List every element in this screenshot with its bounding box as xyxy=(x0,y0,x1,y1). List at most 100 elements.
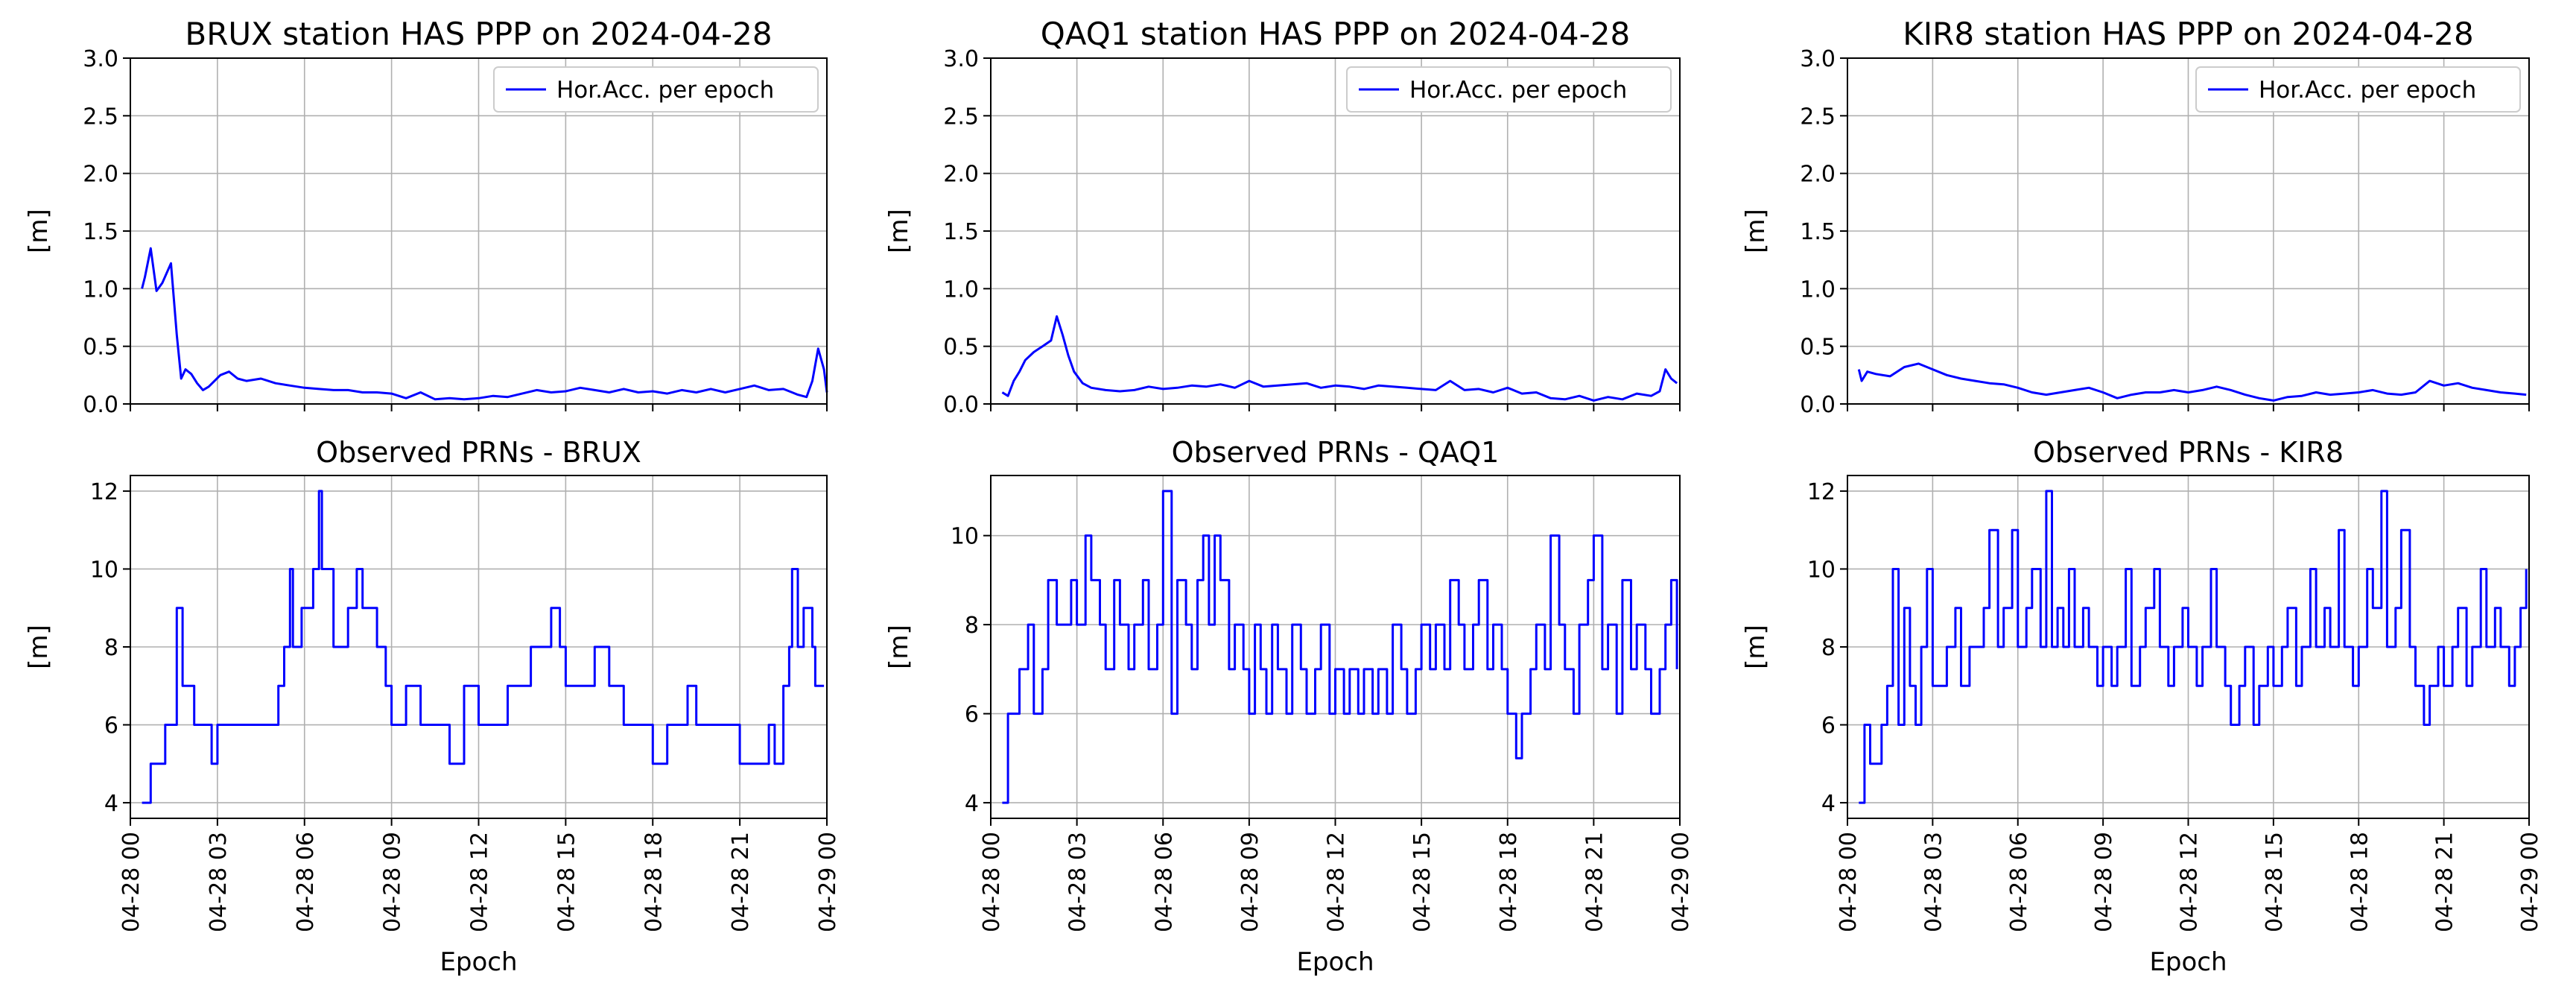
y-tick-label: 4 xyxy=(1821,791,1836,817)
y-tick-label: 8 xyxy=(965,613,979,639)
y-tick-label: 2.5 xyxy=(943,104,979,130)
x-tick-label: 04-28 18 xyxy=(2347,832,2373,932)
x-tick-label: 04-28 09 xyxy=(1237,832,1263,932)
chart-title: Observed PRNs - BRUX xyxy=(316,436,641,469)
x-axis-label: Epoch xyxy=(1296,947,1374,977)
x-tick-label: 04-28 00 xyxy=(118,832,145,932)
y-tick-label: 10 xyxy=(1807,557,1836,583)
y-tick-label: 6 xyxy=(104,713,118,739)
x-tick-label: 04-29 00 xyxy=(2517,832,2543,932)
y-tick-label: 2.5 xyxy=(1800,104,1836,130)
x-tick-label: 04-28 12 xyxy=(2177,832,2203,932)
y-tick-label: 3.0 xyxy=(943,46,979,72)
series-line-qaq1-accuracy xyxy=(1001,315,1678,402)
x-tick-label: 04-28 03 xyxy=(1065,832,1091,932)
legend: Hor.Acc. per epoch xyxy=(1346,66,1672,113)
y-tick-label: 12 xyxy=(90,479,118,505)
panel-brux-accuracy: 0.0 0.5 1.0 1.5 2.0 2.5 3.0 BRUX station HAS PP… xyxy=(24,16,828,418)
axes-frame xyxy=(1847,475,2530,819)
x-tick-label: 04-28 00 xyxy=(1836,832,1862,932)
y-tick-label: 1.0 xyxy=(943,277,979,303)
x-tick-label: 04-28 15 xyxy=(553,832,580,932)
axes-frame xyxy=(1847,57,2530,405)
panel-qaq1-accuracy: 0.0 0.5 1.0 1.5 2.0 2.5 3.0 QAQ1 station HAS PP… xyxy=(884,16,1681,418)
x-tick-label: 04-28 06 xyxy=(293,832,319,932)
y-tick-label: 1.5 xyxy=(83,219,118,245)
y-tick-label: 12 xyxy=(1807,479,1836,505)
y-tick-label: 0.5 xyxy=(943,335,979,361)
x-tick-label: 04-28 00 xyxy=(979,832,1005,932)
x-axis-label: Epoch xyxy=(440,947,517,977)
y-tick-label: 8 xyxy=(1821,635,1836,661)
panel-kir8-accuracy: 0.0 0.5 1.0 1.5 2.0 2.5 3.0 KIR8 station HAS PP… xyxy=(1741,16,2530,418)
legend: Hor.Acc. per epoch xyxy=(493,66,819,113)
y-tick-label: 0.0 xyxy=(1800,392,1836,418)
panel-qaq1-prns: 4 6 8 10 Observed PRNs - QAQ1 [m] 04-28 00 04-2… xyxy=(884,436,1694,977)
chart-title: Observed PRNs - KIR8 xyxy=(2033,436,2344,469)
series-line-brux-accuracy xyxy=(141,247,828,401)
y-tick-label: 0.5 xyxy=(1800,335,1836,361)
y-tick-label: 10 xyxy=(951,524,979,550)
axes-frame xyxy=(990,475,1681,819)
y-tick-label: 0.0 xyxy=(83,392,118,418)
y-tick-label: 2.0 xyxy=(943,162,979,188)
x-tick-label: 04-28 06 xyxy=(2006,832,2032,932)
y-axis-label: [m] xyxy=(1741,625,1771,669)
y-tick-label: 4 xyxy=(104,791,118,817)
legend-box xyxy=(2195,66,2521,113)
chart-title: KIR8 station HAS PPP on 2024-04-28 xyxy=(1903,16,2473,52)
x-tick-label: 04-29 00 xyxy=(1668,832,1694,932)
x-tick-label: 04-28 06 xyxy=(1151,832,1177,932)
x-tick-label: 04-28 21 xyxy=(1582,832,1608,932)
panel-kir8-prns: 4 6 8 10 12 Observed PRNs - KIR8 [m] 04-28 00 04… xyxy=(1741,436,2543,977)
y-tick-label: 10 xyxy=(90,557,118,583)
y-tick-label: 3.0 xyxy=(83,46,118,72)
y-tick-label: 2.0 xyxy=(83,162,118,188)
axes-frame xyxy=(130,57,828,405)
x-tick-label: 04-28 09 xyxy=(380,832,406,932)
x-tick-label: 04-29 00 xyxy=(815,832,841,932)
y-tick-label: 0.5 xyxy=(83,335,118,361)
x-tick-label: 04-28 12 xyxy=(467,832,493,932)
x-tick-label: 04-28 09 xyxy=(2091,832,2117,932)
y-tick-label: 4 xyxy=(965,791,979,817)
x-tick-label: 04-28 21 xyxy=(728,832,754,932)
y-axis-label: [m] xyxy=(24,209,54,253)
y-axis-label: [m] xyxy=(884,625,914,669)
x-tick-label: 04-28 03 xyxy=(206,832,232,932)
y-axis-label: [m] xyxy=(24,625,54,669)
y-tick-label: 1.5 xyxy=(1800,219,1836,245)
axes-frame xyxy=(130,475,828,819)
chart-title: Observed PRNs - QAQ1 xyxy=(1172,436,1500,469)
chart-title: QAQ1 station HAS PPP on 2024-04-28 xyxy=(1041,16,1630,52)
y-tick-label: 3.0 xyxy=(1800,46,1836,72)
y-axis-label: [m] xyxy=(884,209,914,253)
legend-box xyxy=(493,66,819,113)
legend-label: Hor.Acc. per epoch xyxy=(556,77,774,104)
y-tick-label: 1.0 xyxy=(83,277,118,303)
x-tick-label: 04-28 12 xyxy=(1324,832,1350,932)
y-tick-label: 8 xyxy=(104,635,118,661)
chart-title: BRUX station HAS PPP on 2024-04-28 xyxy=(185,16,772,52)
y-tick-label: 6 xyxy=(965,702,979,728)
y-tick-label: 1.5 xyxy=(943,219,979,245)
series-line-kir8-accuracy xyxy=(1857,362,2527,402)
x-tick-label: 04-28 15 xyxy=(2262,832,2288,932)
x-tick-label: 04-28 21 xyxy=(2432,832,2458,932)
x-tick-label: 04-28 18 xyxy=(641,832,667,932)
x-axis-label: Epoch xyxy=(2149,947,2227,977)
x-tick-label: 04-28 18 xyxy=(1496,832,1522,932)
legend-label: Hor.Acc. per epoch xyxy=(1409,77,1627,104)
y-tick-label: 2.5 xyxy=(83,104,118,130)
axes-frame xyxy=(990,57,1681,405)
series-line-kir8-prns xyxy=(1859,490,2528,804)
y-tick-label: 0.0 xyxy=(943,392,979,418)
panel-brux-prns: 4 6 8 10 12 Observed PRNs - BRUX [m] 04-28 00 04… xyxy=(24,436,841,977)
y-axis-label: [m] xyxy=(1741,209,1771,253)
y-tick-label: 6 xyxy=(1821,713,1836,739)
legend-box xyxy=(1346,66,1672,113)
x-tick-label: 04-28 15 xyxy=(1409,832,1435,932)
series-line-qaq1-prns xyxy=(1002,490,1678,804)
